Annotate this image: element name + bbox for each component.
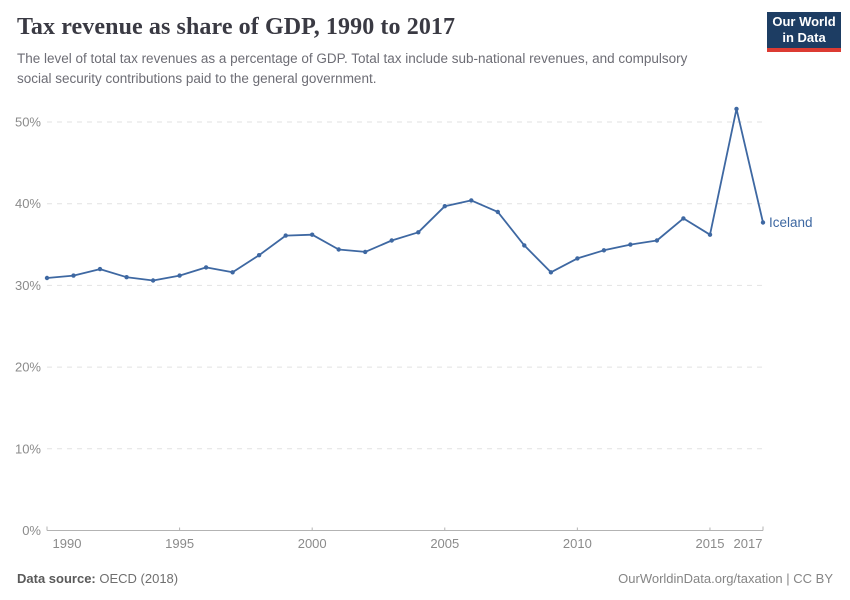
data-point[interactable] <box>522 243 527 248</box>
x-tick-label: 1990 <box>53 536 82 551</box>
data-point[interactable] <box>389 238 394 243</box>
data-source-value: OECD (2018) <box>95 571 179 586</box>
x-tick-label: 2010 <box>563 536 592 551</box>
x-tick-label: 1995 <box>165 536 194 551</box>
owid-logo-line2: in Data <box>782 30 826 45</box>
page-title: Tax revenue as share of GDP, 1990 to 201… <box>17 14 456 40</box>
y-tick-label: 20% <box>15 360 41 375</box>
x-tick-label: 2000 <box>298 536 327 551</box>
data-point[interactable] <box>71 273 76 278</box>
data-source: Data source: OECD (2018) <box>17 571 178 586</box>
data-point[interactable] <box>654 238 660 243</box>
data-point[interactable] <box>336 247 341 252</box>
data-point[interactable] <box>707 232 713 237</box>
chart-header: Tax revenue as share of GDP, 1990 to 201… <box>17 14 737 88</box>
data-point[interactable] <box>575 256 580 261</box>
data-point[interactable] <box>177 273 182 278</box>
data-point[interactable] <box>734 106 739 112</box>
chart-subtitle: The level of total tax revenues as a per… <box>17 51 688 86</box>
data-point[interactable] <box>601 248 607 253</box>
data-point[interactable] <box>628 242 633 247</box>
data-point[interactable] <box>495 209 500 215</box>
data-point[interactable] <box>548 270 554 275</box>
data-point[interactable] <box>256 253 262 258</box>
credit-link[interactable]: OurWorldinData.org/taxation | CC BY <box>618 571 833 586</box>
series-end-label: Iceland <box>769 215 813 230</box>
y-tick-label: 30% <box>15 278 41 293</box>
data-point[interactable] <box>310 232 315 237</box>
owid-logo[interactable]: Our World in Data <box>767 12 841 52</box>
data-point[interactable] <box>760 220 766 225</box>
x-tick-label: 2017 <box>734 536 763 551</box>
data-point[interactable] <box>283 233 288 238</box>
data-point[interactable] <box>416 230 421 235</box>
y-tick-label: 0% <box>22 523 41 538</box>
data-point[interactable] <box>97 266 103 272</box>
y-tick-label: 40% <box>15 196 41 211</box>
data-point[interactable] <box>203 265 209 270</box>
series-line[interactable] <box>46 108 764 282</box>
data-point[interactable] <box>442 204 447 209</box>
data-point[interactable] <box>44 275 50 281</box>
x-tick-label: 2005 <box>430 536 459 551</box>
data-source-label: Data source: <box>17 571 96 586</box>
y-tick-label: 10% <box>15 441 41 456</box>
data-point[interactable] <box>230 270 235 275</box>
data-point[interactable] <box>363 249 368 255</box>
owid-logo-line1: Our World <box>772 14 836 30</box>
data-point[interactable] <box>150 278 156 283</box>
chart-footer: Data source: OECD (2018) OurWorldinData.… <box>17 571 833 586</box>
data-point[interactable] <box>124 275 129 280</box>
x-tick-label: 2015 <box>696 536 725 551</box>
data-point[interactable] <box>681 216 686 221</box>
data-point[interactable] <box>469 198 474 203</box>
y-tick-label: 50% <box>15 115 41 130</box>
